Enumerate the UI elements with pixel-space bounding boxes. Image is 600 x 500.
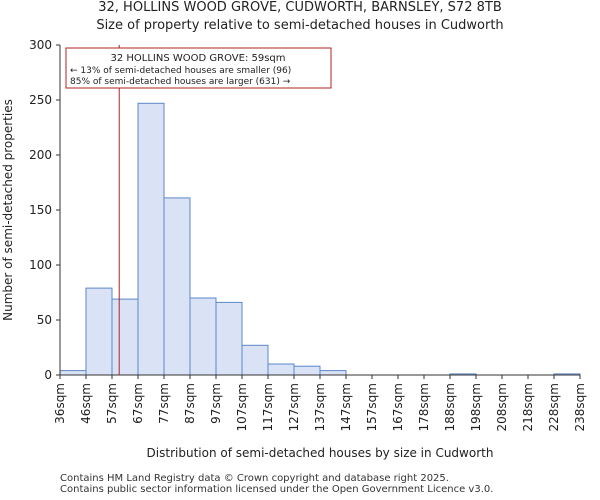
y-tick-label: 150	[29, 203, 52, 217]
x-tick-label: 36sqm	[53, 383, 67, 424]
y-tick-label: 250	[29, 93, 52, 107]
x-tick-label: 218sqm	[521, 383, 535, 431]
x-tick-label: 238sqm	[573, 383, 587, 431]
y-axis-label: Number of semi-detached properties	[1, 99, 15, 321]
chart-subtitle: Size of property relative to semi-detach…	[96, 18, 504, 33]
footer-copyright: Contains HM Land Registry data © Crown c…	[60, 473, 449, 484]
x-tick-label: 117sqm	[261, 383, 275, 431]
x-tick-label: 127sqm	[287, 383, 301, 431]
x-tick-label: 57sqm	[105, 383, 119, 424]
x-tick-label: 107sqm	[235, 383, 249, 431]
annotation-larger: 85% of semi-detached houses are larger (…	[70, 77, 291, 87]
x-tick-label: 87sqm	[183, 383, 197, 424]
x-tick-label: 167sqm	[391, 383, 405, 431]
y-tick-label: 0	[44, 368, 52, 382]
histogram-bar	[189, 297, 217, 376]
x-tick-label: 147sqm	[339, 383, 353, 431]
y-tick-label: 50	[37, 313, 52, 327]
x-tick-label: 188sqm	[443, 383, 457, 431]
x-tick-label: 208sqm	[495, 383, 509, 431]
x-tick-label: 97sqm	[209, 383, 223, 424]
histogram-bar	[85, 287, 113, 376]
histogram-bar	[319, 370, 347, 376]
x-tick-label: 67sqm	[131, 383, 145, 424]
histogram-bar	[137, 102, 165, 376]
annotation-box: 32 HOLLINS WOOD GROVE: 59sqm ← 13% of se…	[65, 47, 332, 89]
x-tick-label: 157sqm	[365, 383, 379, 431]
x-tick-label: 77sqm	[157, 383, 171, 424]
histogram-bar	[241, 344, 269, 376]
histogram-bar	[267, 363, 295, 376]
x-tick-label: 137sqm	[313, 383, 327, 431]
chart-title: 32, HOLLINS WOOD GROVE, CUDWORTH, BARNSL…	[98, 0, 502, 15]
x-tick-label: 178sqm	[417, 383, 431, 431]
y-tick-label: 300	[29, 38, 52, 52]
histogram-bar	[293, 365, 321, 376]
histogram-bar	[215, 301, 243, 376]
x-tick-label: 198sqm	[469, 383, 483, 431]
x-tick-label: 228sqm	[547, 383, 561, 431]
y-tick-label: 100	[29, 258, 52, 272]
annotation-title: 32 HOLLINS WOOD GROVE: 59sqm	[110, 53, 285, 64]
x-tick-label: 46sqm	[79, 383, 93, 424]
histogram-bar	[59, 370, 87, 376]
histogram-bar	[111, 298, 139, 376]
y-tick-label: 200	[29, 148, 52, 162]
histogram-bar	[163, 197, 191, 376]
footer-licence: Contains public sector information licen…	[60, 484, 494, 495]
x-axis-label: Distribution of semi-detached houses by …	[147, 446, 494, 460]
annotation-smaller: ← 13% of semi-detached houses are smalle…	[70, 66, 291, 76]
histogram-chart: 0 50 100 150 200 250 300 36sqm 46sqm 57sqm 67sqm 7…	[1, 38, 587, 460]
